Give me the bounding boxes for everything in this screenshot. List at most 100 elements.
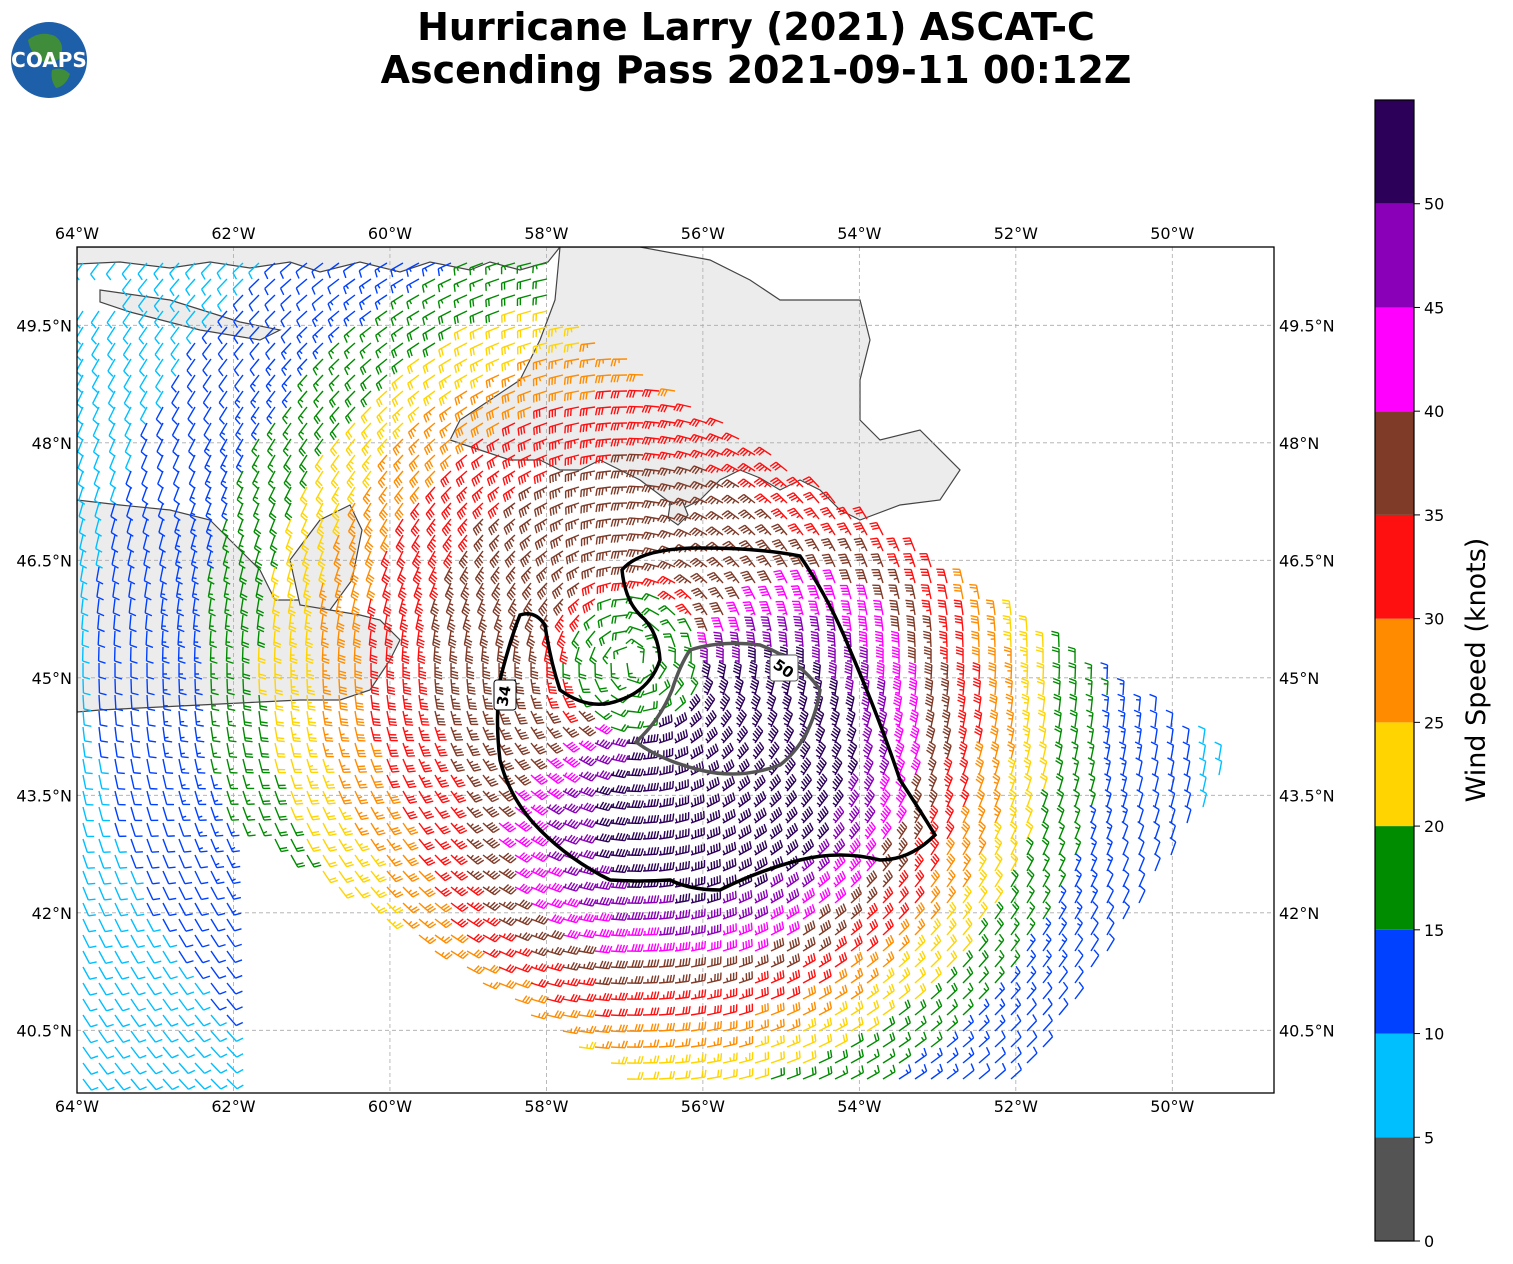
wind-barb — [265, 390, 276, 409]
wind-barb — [169, 278, 180, 297]
wind-barb — [184, 262, 196, 280]
wind-barb — [328, 358, 340, 376]
wind-barb — [121, 278, 132, 297]
wind-barb — [406, 278, 420, 294]
wind-barb — [375, 326, 388, 343]
land-newfoundland — [449, 247, 961, 521]
wind-barb — [594, 406, 612, 416]
wind-barb — [422, 358, 436, 374]
wind-barb — [437, 278, 452, 293]
wind-barb — [375, 390, 388, 408]
wind-barb — [469, 278, 484, 292]
wind-barb — [327, 310, 340, 327]
wind-barb — [407, 374, 420, 391]
colorbar-bin — [1375, 1137, 1414, 1241]
wind-barb — [122, 342, 132, 361]
wind-barb — [264, 294, 276, 312]
colorbar-bin — [1375, 514, 1414, 619]
wind-barb — [485, 310, 500, 324]
wind-barb — [406, 326, 420, 342]
wind-barb — [422, 326, 436, 342]
lon-tick-label-bottom: 64°W — [55, 1097, 99, 1116]
wind-barb — [218, 374, 228, 393]
wind-barb — [390, 342, 404, 359]
wind-barb — [375, 342, 388, 359]
wind-barb — [185, 326, 196, 345]
wind-barb — [138, 326, 148, 345]
colorbar-label: Wind Speed (knots) — [1461, 538, 1492, 803]
land-masses — [77, 247, 961, 713]
wind-barb — [248, 278, 260, 296]
colorbar-bin — [1375, 722, 1414, 827]
wind-barb — [250, 406, 260, 425]
wind-barb — [343, 278, 356, 295]
wind-barb — [155, 406, 164, 425]
lat-tick-label-left: 46.5°N — [16, 551, 72, 570]
wind-barb — [485, 294, 500, 308]
wind-barb — [77, 310, 84, 329]
wind-barb — [470, 406, 484, 422]
map-panel: 34 50 64°W64°W62°W62°W60°W60°W58°W58°W56… — [16, 224, 1334, 1116]
wind-barb — [594, 374, 612, 384]
colorbar-tick-label: 35 — [1424, 506, 1444, 525]
land-anticosti — [99, 289, 282, 341]
wind-barb — [563, 342, 580, 353]
wind-barb — [77, 406, 84, 425]
wind-barb — [281, 358, 292, 376]
wind-barb — [517, 358, 532, 371]
wind-barb — [359, 326, 372, 343]
wind-barb — [186, 342, 196, 361]
wind-barb — [501, 374, 516, 388]
colorbar-bin — [1375, 826, 1414, 930]
lon-tick-label-bottom: 60°W — [368, 1097, 412, 1116]
lon-tick-label-bottom: 62°W — [211, 1097, 255, 1116]
wind-barb — [203, 406, 212, 425]
wind-barb — [469, 326, 484, 341]
wind-barb — [154, 326, 164, 345]
wind-barb — [485, 278, 500, 291]
wind-barb — [105, 262, 116, 281]
wind-barb — [280, 342, 292, 360]
wind-barb — [91, 374, 100, 393]
wind-barb — [137, 294, 148, 313]
wind-barb — [329, 406, 340, 425]
wind-barb — [186, 374, 196, 393]
wind-barb — [641, 404, 660, 414]
colorbar: 0 5 10 15 20 25 30 35 40 45 50 Wind Speed (knots) — [1374, 99, 1492, 1251]
colorbar-tick-label: 30 — [1424, 610, 1444, 629]
wind-barb — [327, 326, 340, 344]
wind-barb — [610, 390, 628, 399]
wind-barb — [501, 390, 516, 404]
wind-barb — [358, 278, 372, 295]
lat-tick-label-right: 49.5°N — [1279, 316, 1335, 335]
lon-tick-label-top: 60°W — [368, 224, 412, 243]
wind-barb — [185, 294, 196, 313]
wind-barb — [657, 404, 676, 413]
wind-barb — [123, 390, 132, 409]
colorbar-tick-label: 10 — [1424, 1025, 1444, 1044]
wind-barb — [359, 342, 372, 359]
colorbar-tick-label: 25 — [1424, 713, 1444, 732]
wind-barb — [216, 278, 228, 296]
lat-tick-label-right: 42°N — [1279, 904, 1319, 923]
wind-barb — [579, 342, 596, 352]
wind-barb — [548, 326, 564, 338]
wind-barb — [138, 358, 148, 377]
wind-barb — [548, 342, 564, 354]
land-maritimes — [77, 499, 401, 713]
wind-barb — [92, 406, 100, 425]
wind-barb — [233, 326, 244, 345]
wind-barb — [201, 326, 212, 345]
wind-barb — [548, 406, 564, 418]
wind-barb — [327, 262, 340, 279]
wind-barb — [516, 310, 532, 323]
wind-barb — [453, 262, 468, 276]
wind-barb — [579, 390, 596, 401]
wind-barb — [438, 406, 452, 423]
lat-tick-label-right: 43.5°N — [1279, 786, 1335, 805]
wind-barb — [185, 310, 196, 329]
title-line-1: Hurricane Larry (2021) ASCAT-C — [417, 5, 1095, 49]
wind-barb — [391, 358, 404, 375]
wind-barb — [453, 294, 468, 309]
lat-tick-label-right: 40.5°N — [1279, 1021, 1335, 1040]
